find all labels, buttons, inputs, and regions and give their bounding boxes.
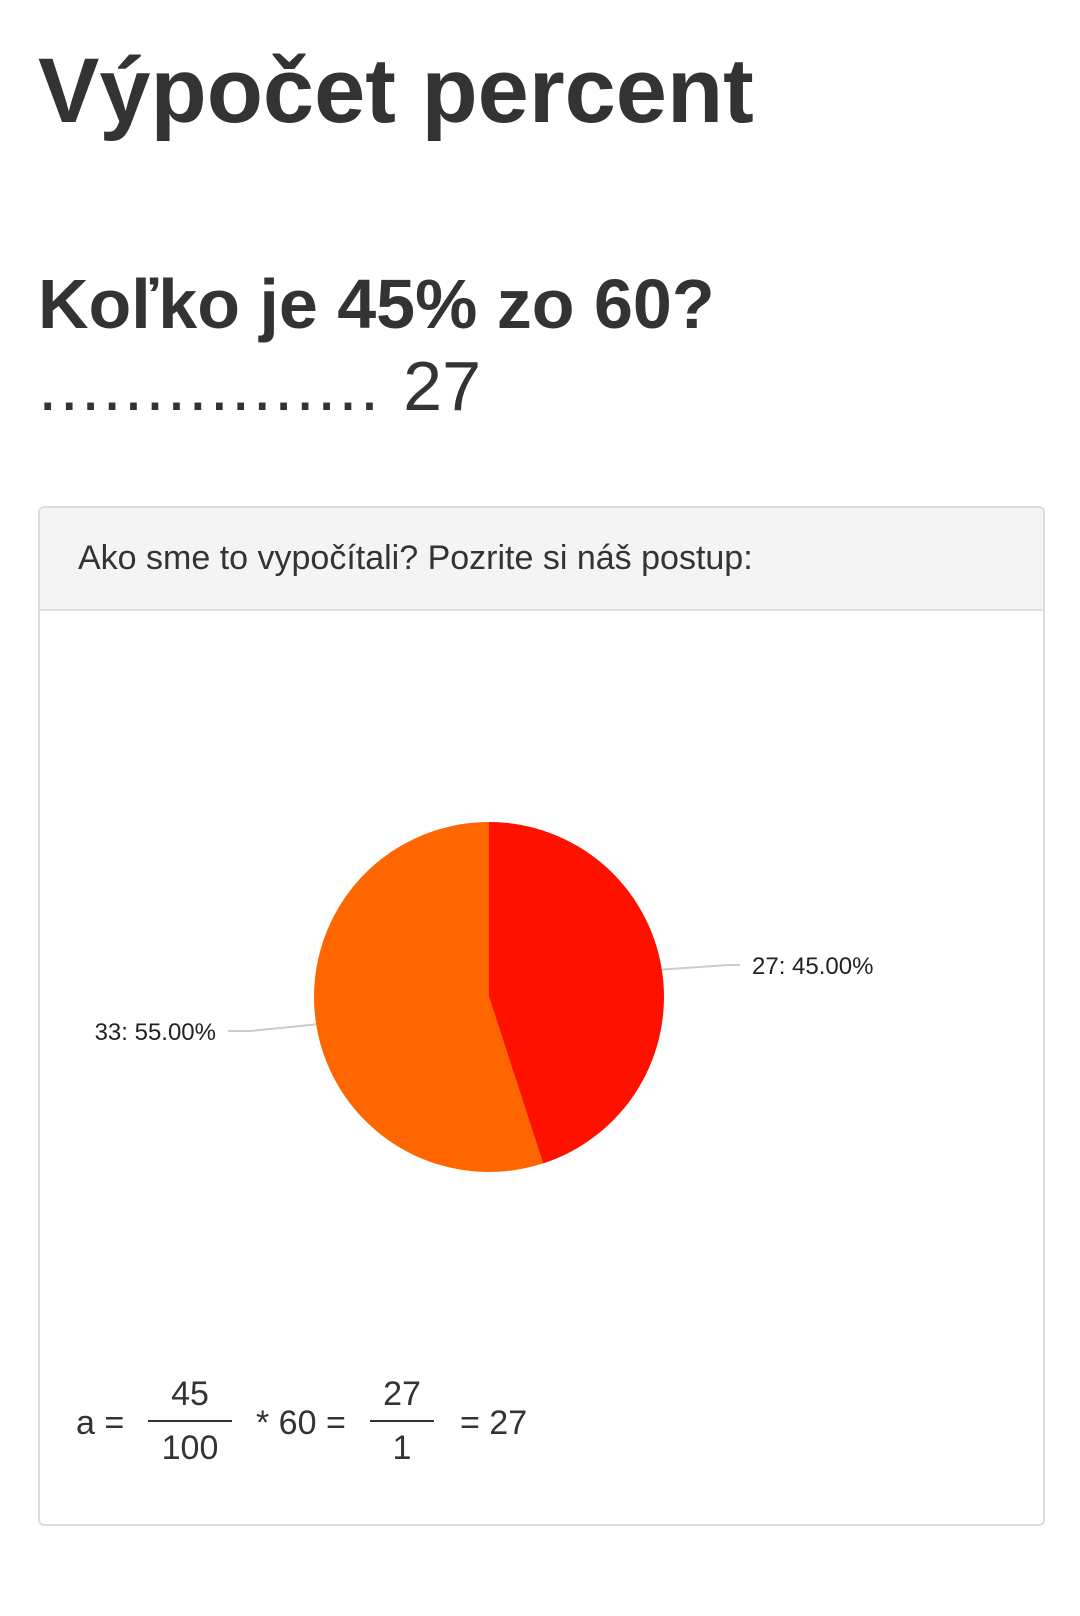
card-header: Ako sme to vypočítali? Pozrite si náš po… [40, 508, 1043, 611]
calculation-card: Ako sme to vypočítali? Pozrite si náš po… [38, 506, 1045, 1526]
pie-slice-27 [489, 822, 664, 1164]
pie-chart: 27: 45.00% 33: 55.00% [95, 822, 873, 1172]
question-heading: Koľko je 45% zo 60? [38, 265, 715, 343]
answer-dots: ................ [38, 347, 382, 425]
answer-line: ................ 27 [38, 344, 481, 428]
pie-leader-line-33 [228, 1023, 317, 1032]
pie-slice-33 [313, 822, 544, 1172]
page-title: Výpočet percent [38, 40, 754, 142]
fraction-2-numerator: 27 [383, 1375, 421, 1413]
pie-label-27: 27: 45.00% [752, 953, 873, 980]
formula-multiply: * 60 = [256, 1404, 346, 1442]
fraction-1-bar [148, 1420, 232, 1422]
pie-leader-line-27 [661, 964, 740, 971]
formula-lhs: a = [76, 1404, 125, 1442]
formula-result: = 27 [460, 1404, 528, 1442]
fraction-1-denominator: 100 [161, 1429, 219, 1467]
pie-label-33: 33: 55.00% [95, 1019, 216, 1046]
formula-fraction-1: 45 100 [148, 1374, 232, 1468]
fraction-2-bar [370, 1420, 434, 1422]
card-header-text: Ako sme to vypočítali? Pozrite si náš po… [78, 539, 753, 577]
fraction-2-denominator: 1 [392, 1429, 412, 1467]
answer-value: 27 [403, 347, 482, 425]
formula-fraction-2: 27 1 [370, 1374, 434, 1468]
fraction-1-numerator: 45 [171, 1375, 209, 1413]
